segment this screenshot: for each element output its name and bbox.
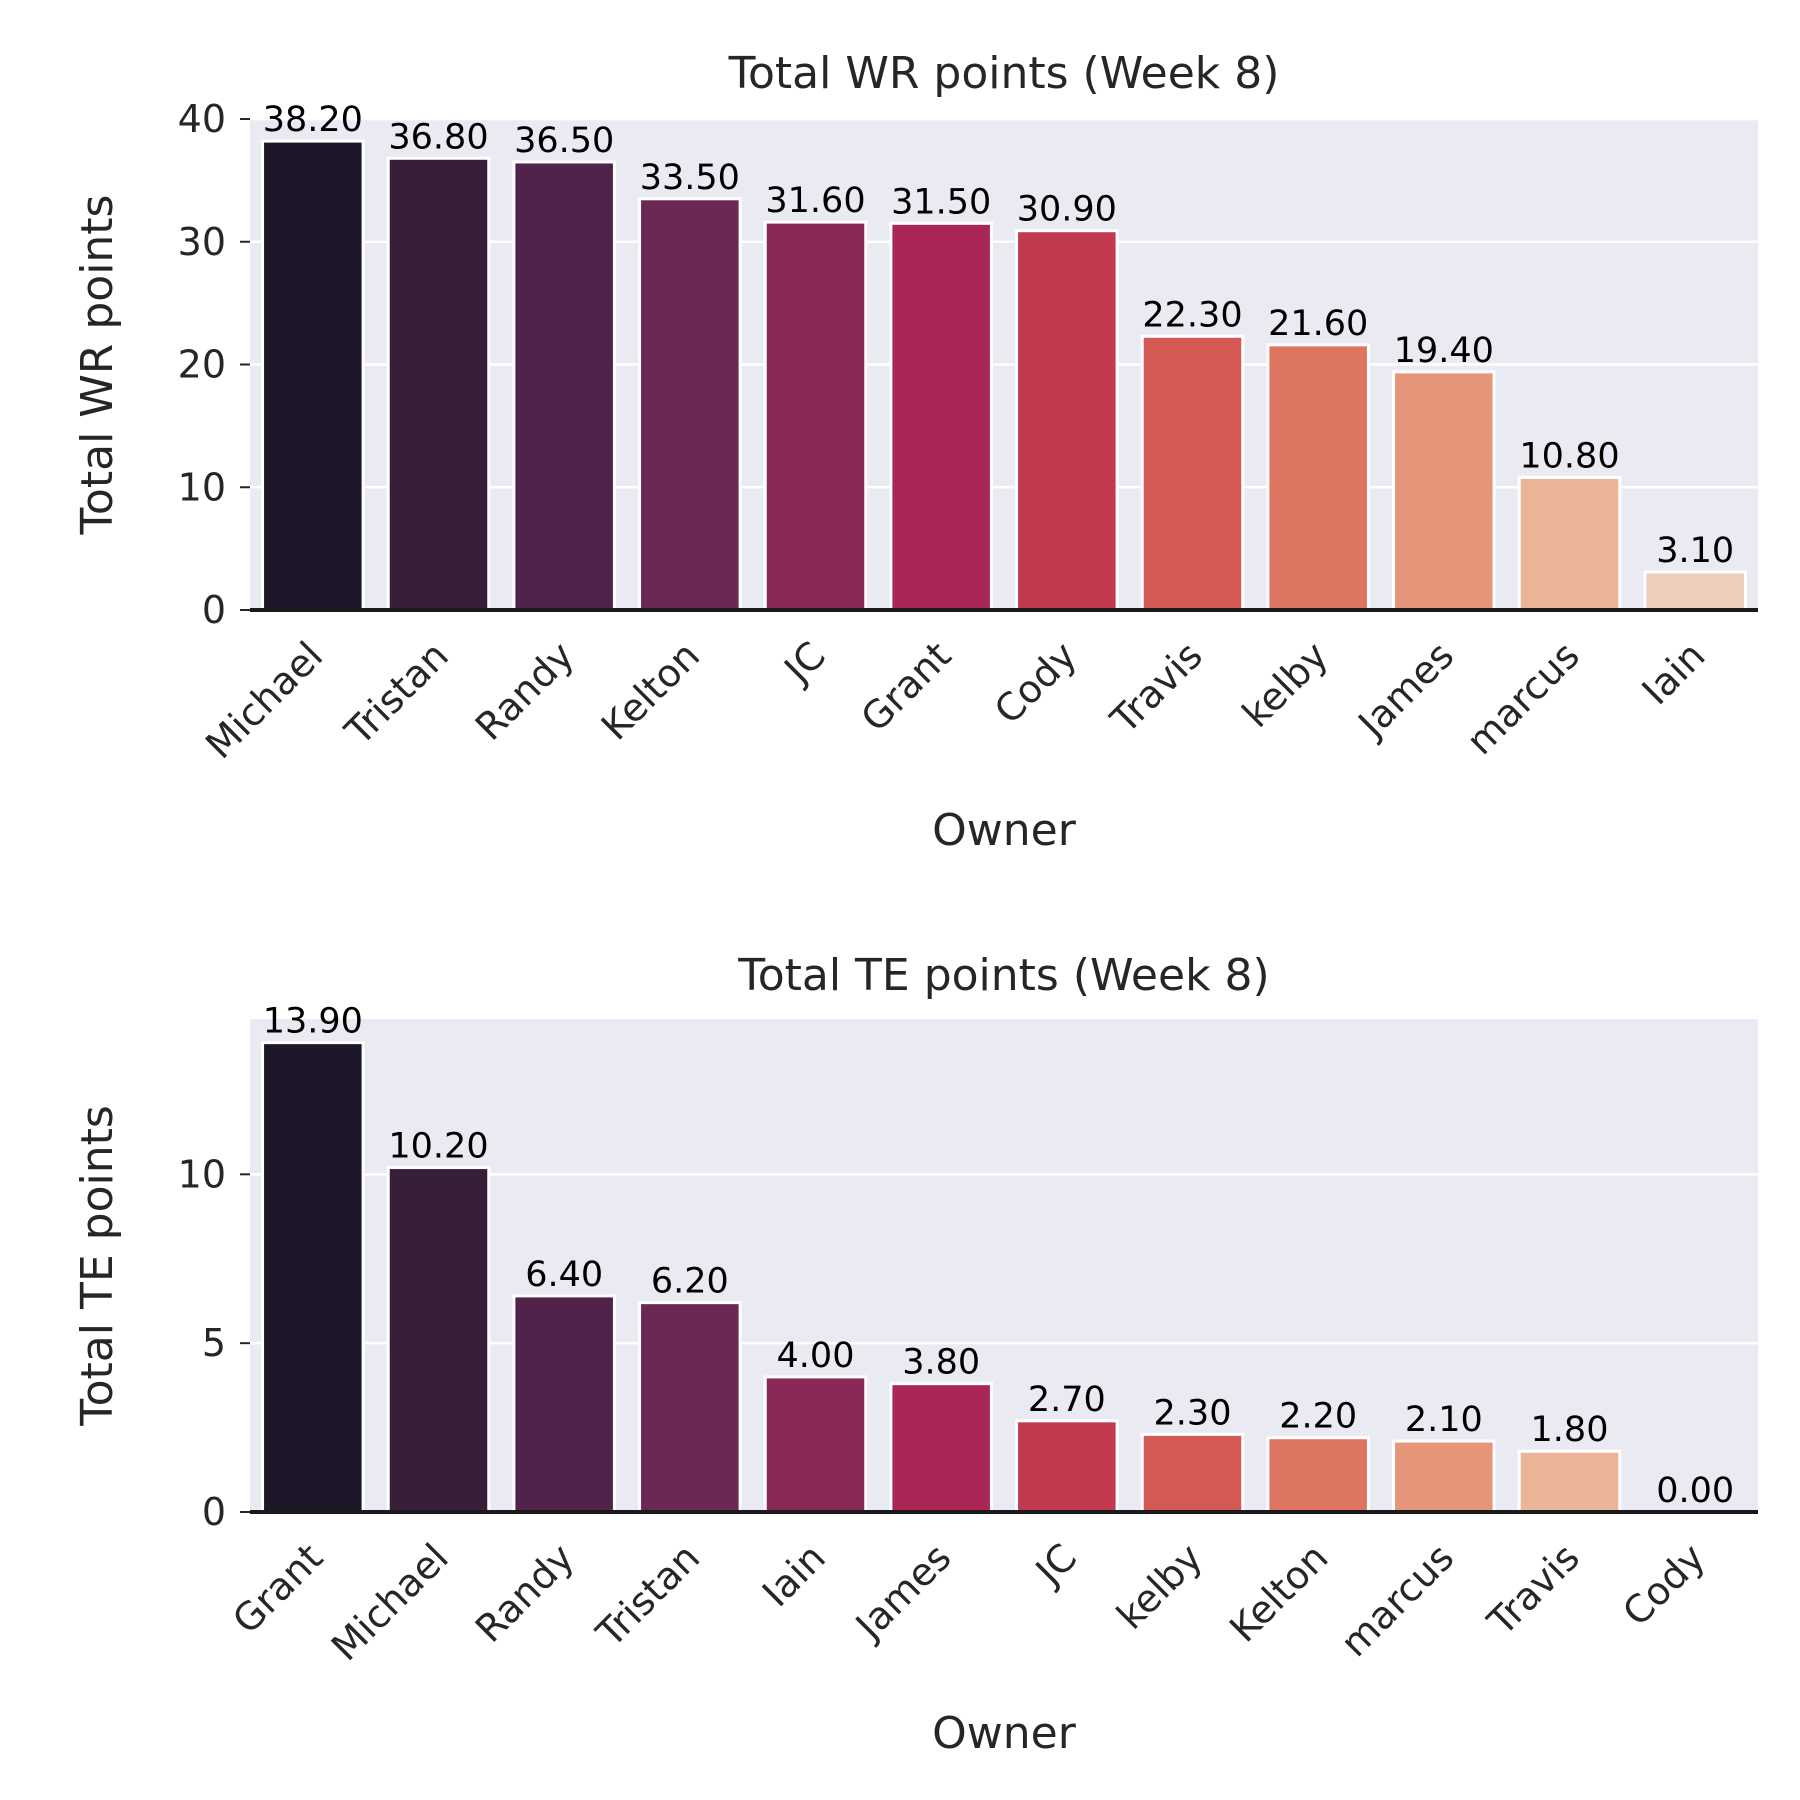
value-label: 36.50 (514, 121, 614, 161)
bar-michael (386, 1166, 491, 1514)
x-tick-label: kelby (1234, 633, 1337, 736)
x-tick-label: James (846, 1535, 960, 1649)
y-tick-label: 20 (178, 343, 226, 387)
bar-jc (1015, 1419, 1119, 1514)
bar-james (889, 1382, 993, 1514)
x-tick-label: Randy (467, 633, 583, 749)
y-tick-label: 0 (202, 588, 226, 632)
bar-james (1392, 370, 1496, 612)
value-label: 4.00 (777, 1336, 855, 1376)
value-label: 6.40 (525, 1255, 603, 1295)
x-tick-label: Randy (467, 1535, 583, 1651)
bar-travis (1517, 1449, 1622, 1514)
value-label: 0.00 (1656, 1471, 1734, 1511)
value-label: 10.20 (388, 1127, 488, 1167)
te-points-chart: 0 5 10 13.90 Grant 10.20 Michael 6.40 Randy 6.20 T… (72, 950, 1758, 1759)
chart-title: Total TE points (Week 8) (737, 950, 1269, 1001)
bar-iain (1643, 570, 1747, 612)
y-tick-label: 40 (178, 97, 226, 141)
x-tick-label: Michael (197, 633, 331, 767)
bar-kelton (1266, 1436, 1370, 1514)
value-label: 31.50 (891, 182, 991, 222)
x-axis-label: Owner (932, 1708, 1077, 1759)
x-tick-label: JC (775, 633, 834, 692)
y-axis-label: Total TE points (72, 1105, 123, 1427)
x-tick-label: marcus (1458, 633, 1588, 763)
bar-travis (1140, 334, 1245, 612)
x-tick-label: kelby (1108, 1535, 1211, 1638)
x-tick-label: Iain (754, 1535, 834, 1615)
value-label: 2.10 (1405, 1400, 1483, 1440)
value-label: 30.90 (1017, 190, 1117, 230)
value-label: 21.60 (1268, 304, 1368, 344)
x-tick-label: Kelton (1221, 1535, 1336, 1650)
x-axis-label: Owner (932, 805, 1077, 856)
x-tick-label: Tristan (587, 1535, 708, 1656)
x-tick-label: Travis (1102, 633, 1211, 742)
x-tick-label: JC (1026, 1535, 1085, 1594)
x-tick-label: Iain (1634, 633, 1714, 713)
x-tick-label: Travis (1479, 1535, 1588, 1644)
bar-grant (889, 221, 993, 612)
value-label: 22.30 (1142, 295, 1242, 335)
bar-iain (763, 1375, 868, 1514)
bar-cody (1015, 229, 1119, 612)
wr-points-chart: 0 10 20 30 40 38.20 Michael 36.80 Tristan 36.50 Ra… (72, 48, 1758, 856)
value-label: 2.30 (1154, 1393, 1232, 1433)
value-label: 33.50 (640, 158, 740, 198)
bar-michael (261, 139, 365, 612)
x-tick-label: Grant (224, 1535, 331, 1642)
y-tick-label: 0 (202, 1490, 226, 1534)
x-tick-label: Cody (986, 633, 1085, 732)
bar-kelton (638, 197, 742, 612)
value-label: 1.80 (1531, 1410, 1609, 1450)
value-label: 10.80 (1519, 436, 1619, 476)
y-tick-label: 10 (178, 465, 226, 509)
bar-grant (261, 1041, 365, 1514)
y-axis-label: Total WR points (72, 195, 123, 536)
value-label: 6.20 (651, 1262, 729, 1302)
bar-randy (512, 160, 616, 612)
x-tick-label: Michael (323, 1535, 457, 1669)
value-label: 19.40 (1394, 331, 1494, 371)
bar-jc (763, 220, 868, 612)
y-tick-label: 30 (178, 220, 226, 264)
value-label: 36.80 (388, 117, 488, 157)
bar-marcus (1517, 475, 1622, 612)
bar-tristan (638, 1301, 742, 1514)
x-tick-label: marcus (1332, 1535, 1462, 1665)
bar-tristan (386, 156, 491, 612)
value-label: 2.20 (1279, 1397, 1357, 1437)
value-label: 3.80 (902, 1343, 980, 1383)
bar-kelby (1266, 343, 1370, 612)
plot-area (250, 1019, 1758, 1512)
bar-marcus (1392, 1439, 1496, 1514)
value-label: 3.10 (1656, 531, 1734, 571)
value-label: 2.70 (1028, 1380, 1106, 1420)
x-tick-label: Kelton (593, 633, 708, 748)
bar-randy (512, 1294, 616, 1514)
x-tick-label: James (1349, 633, 1463, 747)
value-label: 31.60 (765, 181, 865, 221)
x-tick-label: Grant (853, 633, 960, 740)
bar-kelby (1140, 1432, 1245, 1514)
value-label: 38.20 (263, 100, 363, 140)
y-tick-label: 5 (202, 1321, 226, 1365)
y-tick-label: 10 (178, 1152, 226, 1196)
value-label: 13.90 (263, 1002, 363, 1042)
x-tick-label: Tristan (336, 633, 457, 754)
x-tick-label: Cody (1614, 1535, 1713, 1634)
chart-title: Total WR points (Week 8) (728, 48, 1280, 99)
